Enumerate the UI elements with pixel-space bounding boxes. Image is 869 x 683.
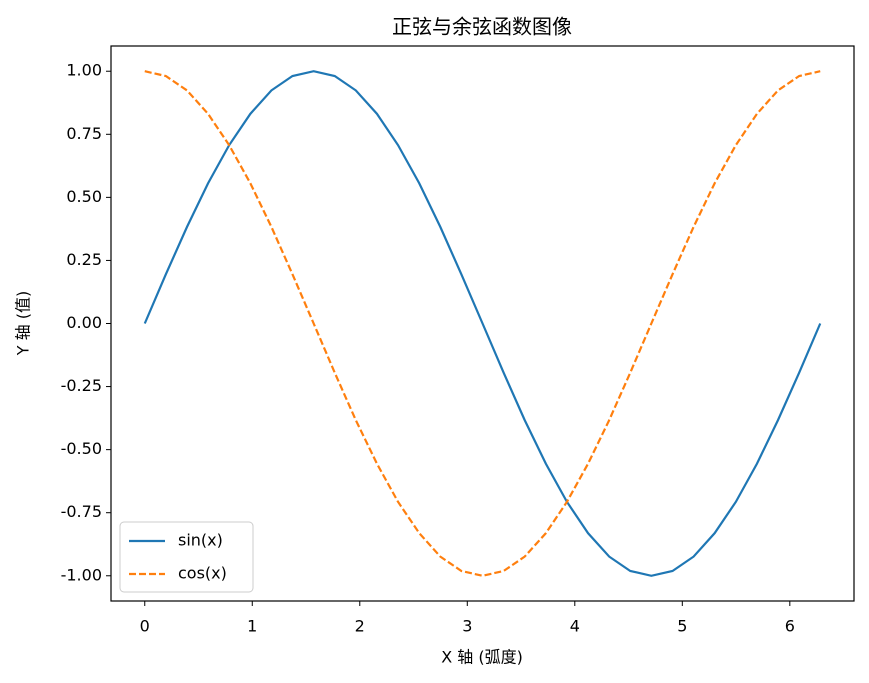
legend-label: cos(x) xyxy=(178,564,227,583)
x-tick-label: 6 xyxy=(785,617,795,636)
y-tick-label: 0.75 xyxy=(66,124,102,143)
y-tick-label: 1.00 xyxy=(66,61,102,80)
y-tick-label: -0.25 xyxy=(61,376,102,395)
y-tick-label: 0.25 xyxy=(66,250,102,269)
x-tick-label: 5 xyxy=(677,617,687,636)
legend-label: sin(x) xyxy=(178,531,223,550)
y-tick-label: -1.00 xyxy=(61,565,102,584)
x-tick-label: 4 xyxy=(570,617,580,636)
y-tick-label: 0.50 xyxy=(66,187,102,206)
y-tick-label: -0.75 xyxy=(61,502,102,521)
plot-frame xyxy=(110,45,855,602)
x-tick-label: 1 xyxy=(247,617,257,636)
x-tick-label: 3 xyxy=(462,617,472,636)
y-tick-label: -0.50 xyxy=(61,439,102,458)
x-axis-label: X 轴 (弧度) xyxy=(441,648,523,667)
series-line xyxy=(144,70,821,577)
y-axis-label: Y 轴 (值) xyxy=(14,291,33,356)
x-tick-label: 0 xyxy=(140,617,150,636)
x-tick-label: 2 xyxy=(355,617,365,636)
series-line xyxy=(143,70,822,577)
y-tick-label: 0.00 xyxy=(66,313,102,332)
chart-title: 正弦与余弦函数图像 xyxy=(392,15,572,39)
